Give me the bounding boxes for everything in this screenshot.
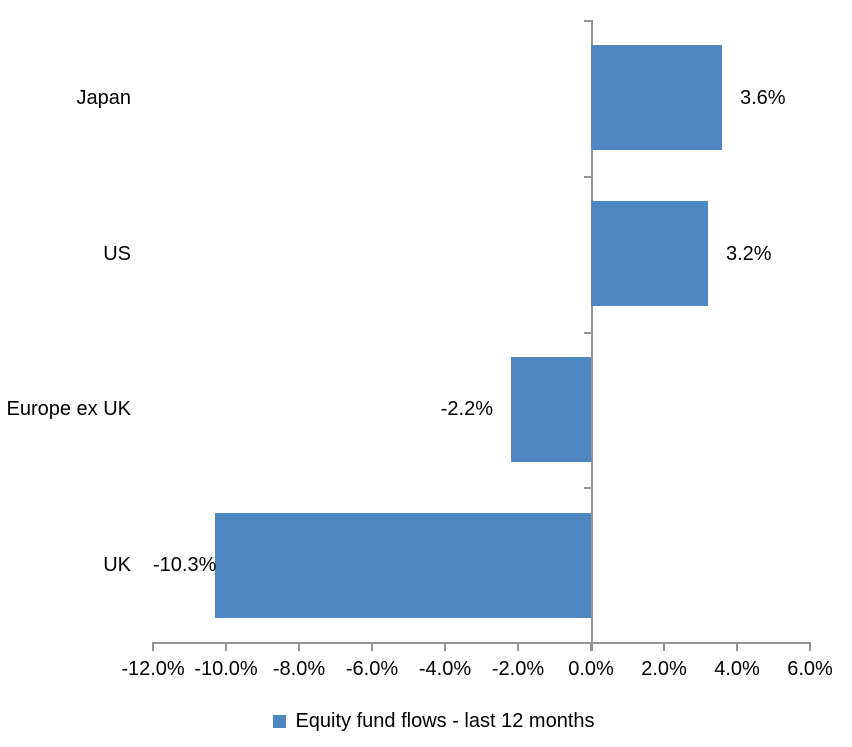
x-axis-tick: [809, 642, 811, 651]
x-axis-line: [152, 642, 811, 644]
x-axis-tick: [663, 642, 665, 651]
x-axis-tick: [517, 642, 519, 651]
value-label: -2.2%: [440, 398, 493, 420]
x-tick-label: -12.0%: [121, 658, 185, 680]
y-axis-tick: [584, 332, 591, 334]
y-axis-tick: [584, 487, 591, 489]
x-axis-tick: [736, 642, 738, 651]
x-axis-tick: [152, 642, 154, 651]
x-axis-tick: [590, 642, 592, 651]
category-label: Japan: [76, 87, 132, 109]
bar: [511, 357, 591, 462]
category-label: Europe ex UK: [6, 398, 131, 420]
x-tick-label: 2.0%: [641, 658, 687, 680]
y-axis-tick: [584, 176, 591, 178]
value-label: 3.2%: [726, 243, 772, 265]
x-axis-tick: [225, 642, 227, 651]
bar: [215, 513, 591, 618]
bar: [591, 45, 722, 150]
x-tick-label: -4.0%: [418, 658, 472, 680]
x-tick-label: -2.0%: [491, 658, 545, 680]
y-axis-tick: [584, 20, 591, 22]
bar: [591, 201, 708, 306]
x-axis-tick: [298, 642, 300, 651]
x-tick-label: -10.0%: [194, 658, 258, 680]
x-tick-label: 4.0%: [714, 658, 760, 680]
zero-axis-line: [591, 20, 593, 651]
category-label: UK: [103, 554, 131, 576]
legend: Equity fund flows - last 12 months: [8, 708, 852, 734]
legend-swatch: [273, 714, 287, 728]
x-axis-tick: [444, 642, 446, 651]
legend-label: Equity fund flows - last 12 months: [295, 710, 595, 732]
category-label: US: [103, 243, 131, 265]
x-tick-label: 0.0%: [568, 658, 614, 680]
value-label: -10.3%: [153, 554, 217, 576]
value-label: 3.6%: [740, 87, 786, 109]
x-tick-label: -8.0%: [272, 658, 326, 680]
x-tick-label: 6.0%: [787, 658, 833, 680]
x-tick-label: -6.0%: [345, 658, 399, 680]
x-axis-tick: [371, 642, 373, 651]
